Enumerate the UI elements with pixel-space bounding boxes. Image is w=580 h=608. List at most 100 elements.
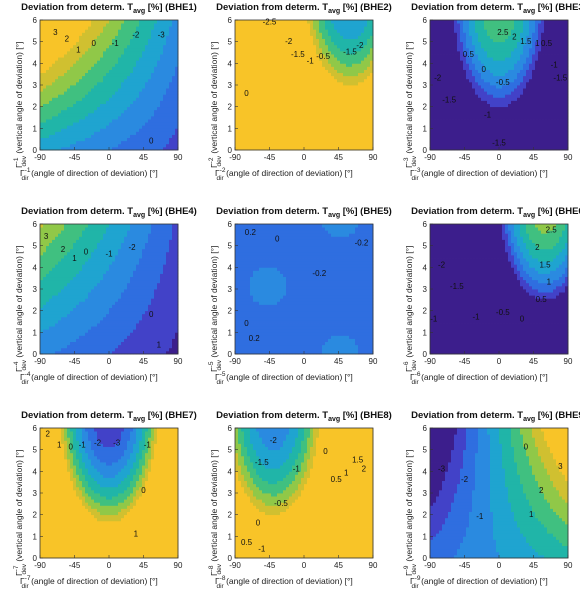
contour-level-label: 3 — [53, 28, 58, 37]
contour-level-label: -1 — [258, 545, 266, 554]
contour-level-label: 0.2 — [249, 334, 261, 343]
contour-fill — [235, 20, 374, 151]
contour-panel-3: Deviation from determ. Tavg [%] (BHE3) -9… — [403, 2, 580, 182]
contour-level-label: 0.5 — [331, 475, 343, 484]
contour-level-label: -1 — [105, 250, 113, 259]
contour-level-label: 0 — [520, 315, 525, 324]
y-tick-label: 6 — [33, 424, 38, 433]
panel-title: Deviation from determ. Tavg [%] (BHE8) — [216, 410, 392, 423]
contour-level-label: -1.5 — [255, 458, 269, 467]
x-tick-label: -45 — [459, 561, 471, 570]
contour-level-label: 1 — [535, 39, 540, 48]
contour-level-label: -1.5 — [442, 95, 456, 104]
contour-level-label: 0.5 — [536, 295, 548, 304]
contour-level-label: -1 — [472, 312, 480, 321]
y-tick-label: 2 — [33, 103, 38, 112]
y-tick-label: 5 — [228, 446, 233, 455]
x-tick-label: 45 — [139, 357, 148, 366]
y-axis-label: Γ-4dev (vertical angle of deviation) [°] — [13, 246, 28, 372]
x-tick-label: 90 — [174, 153, 183, 162]
contour-level-label: 1 — [57, 441, 62, 450]
y-tick-label: 4 — [228, 467, 233, 476]
contour-panel-8: Deviation from determ. Tavg [%] (BHE8) -9… — [208, 410, 392, 590]
y-tick-label: 5 — [228, 242, 233, 251]
contour-fill — [430, 20, 569, 151]
contour-fill — [235, 224, 374, 355]
contour-level-label: 2 — [61, 245, 66, 254]
contour-level-label: -2.5 — [263, 17, 277, 26]
contour-level-label: -1 — [551, 61, 559, 70]
x-tick-label: 45 — [139, 561, 148, 570]
contour-fill — [40, 20, 179, 151]
contour-level-label: -1.5 — [450, 282, 464, 291]
y-tick-label: 0 — [423, 350, 428, 359]
contour-level-label: 1 — [547, 278, 552, 287]
contour-level-label: 0.5 — [541, 39, 553, 48]
contour-level-label: -2 — [461, 475, 469, 484]
contour-level-label: 0 — [524, 443, 529, 452]
y-axis-label: Γ-2dev (vertical angle of deviation) [°] — [208, 42, 223, 168]
x-tick-label: 90 — [564, 153, 573, 162]
x-tick-label: -45 — [69, 357, 81, 366]
y-tick-label: 5 — [423, 38, 428, 47]
contour-level-label: 0 — [91, 39, 96, 48]
contour-fill — [430, 224, 569, 355]
panel-title: Deviation from determ. Tavg [%] (BHE2) — [216, 2, 392, 15]
y-tick-label: 4 — [423, 59, 428, 68]
y-axis-label: Γ-3dev (vertical angle of deviation) [°] — [403, 42, 418, 168]
contour-level-label: -2 — [434, 74, 442, 83]
contour-level-label: -0.5 — [316, 52, 330, 61]
x-tick-label: 45 — [334, 561, 343, 570]
y-tick-label: 5 — [423, 242, 428, 251]
contour-level-label: -2 — [270, 436, 278, 445]
y-tick-label: 1 — [423, 532, 428, 541]
contour-level-label: 0 — [244, 319, 249, 328]
x-tick-label: 0 — [497, 561, 502, 570]
contour-level-label: 0.2 — [245, 228, 257, 237]
y-tick-label: 4 — [423, 263, 428, 272]
y-tick-label: 0 — [228, 146, 233, 155]
y-tick-label: 3 — [33, 285, 38, 294]
contour-level-label: -1 — [307, 56, 315, 65]
contour-level-label: 2.5 — [497, 28, 509, 37]
contour-level-label: 0 — [141, 486, 146, 495]
x-tick-label: -45 — [264, 153, 276, 162]
y-tick-label: 6 — [423, 424, 428, 433]
y-tick-label: 0 — [33, 146, 38, 155]
contour-level-label: -1 — [79, 441, 87, 450]
y-tick-label: 4 — [33, 263, 38, 272]
x-tick-label: 90 — [174, 357, 183, 366]
contour-level-label: 0 — [244, 89, 249, 98]
contour-level-label: -1 — [430, 315, 438, 324]
contour-panel-1: Deviation from determ. Tavg [%] (BHE1) -9… — [13, 2, 197, 182]
x-tick-label: 0 — [107, 561, 112, 570]
contour-level-label: 0 — [275, 234, 280, 243]
y-tick-label: 6 — [228, 220, 233, 229]
contour-panel-6: Deviation from determ. Tavg [%] (BHE6) -9… — [403, 206, 580, 386]
y-axis-label: Γ-6dev (vertical angle of deviation) [°] — [403, 246, 418, 372]
y-axis-label: Γ-9dev (vertical angle of deviation) [°] — [403, 450, 418, 576]
x-axis-label: Γ-7 dir (angle of direction of deviation)… — [20, 575, 158, 590]
y-tick-label: 3 — [33, 489, 38, 498]
contour-panel-4: Deviation from determ. Tavg [%] (BHE4) -9… — [13, 206, 197, 386]
x-tick-label: 45 — [334, 357, 343, 366]
y-tick-label: 0 — [423, 554, 428, 563]
x-tick-label: 0 — [497, 357, 502, 366]
x-tick-label: -90 — [229, 357, 241, 366]
contour-panel-9: Deviation from determ. Tavg [%] (BHE9) -9… — [403, 410, 580, 590]
contour-level-label: 1 — [72, 254, 77, 263]
contour-level-label: -1 — [484, 111, 492, 120]
x-tick-label: 45 — [529, 153, 538, 162]
x-tick-label: 45 — [529, 357, 538, 366]
x-tick-label: -90 — [34, 153, 46, 162]
contour-level-label: 2.5 — [546, 226, 558, 235]
y-tick-label: 5 — [228, 38, 233, 47]
panel-title: Deviation from determ. Tavg [%] (BHE6) — [411, 206, 580, 219]
x-tick-label: 90 — [369, 357, 378, 366]
panel-title: Deviation from determ. Tavg [%] (BHE9) — [411, 410, 580, 423]
x-tick-label: -90 — [34, 561, 46, 570]
x-tick-label: 0 — [302, 561, 307, 570]
contour-level-label: -0.5 — [274, 499, 288, 508]
y-axis-label: Γ-8dev (vertical angle of deviation) [°] — [208, 450, 223, 576]
x-tick-label: 90 — [174, 561, 183, 570]
